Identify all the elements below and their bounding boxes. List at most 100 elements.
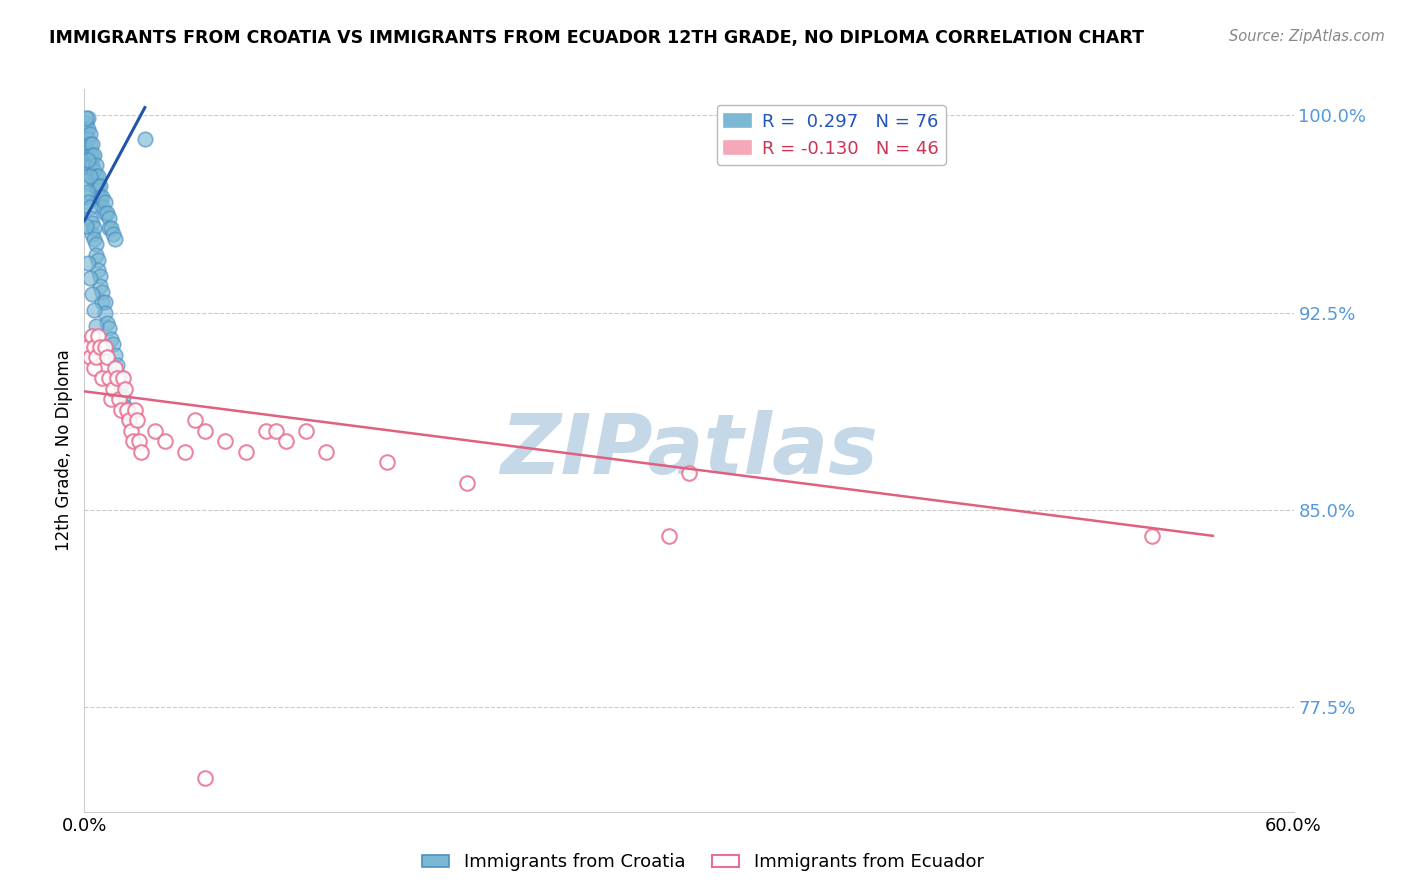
Text: Source: ZipAtlas.com: Source: ZipAtlas.com	[1229, 29, 1385, 44]
Point	[93, 195, 115, 210]
Point	[82, 158, 104, 172]
Point	[678, 466, 700, 480]
Point	[75, 219, 97, 233]
Legend: R =  0.297   N = 76, R = -0.130   N = 46: R = 0.297 N = 76, R = -0.130 N = 46	[717, 105, 946, 165]
Point	[115, 402, 138, 417]
Point	[89, 340, 111, 354]
Point	[101, 382, 124, 396]
Point	[658, 529, 681, 543]
Point	[79, 211, 101, 225]
Point	[83, 232, 105, 246]
Point	[75, 111, 97, 125]
Point	[75, 174, 97, 188]
Point	[82, 169, 104, 183]
Point	[83, 302, 105, 317]
Point	[105, 371, 128, 385]
Point	[96, 316, 118, 330]
Point	[115, 405, 138, 419]
Point	[77, 153, 100, 168]
Point	[101, 337, 124, 351]
Point	[75, 127, 97, 141]
Point	[153, 434, 176, 449]
Point	[82, 137, 104, 152]
Point	[75, 116, 97, 130]
Point	[97, 221, 120, 235]
Y-axis label: 12th Grade, No Diploma: 12th Grade, No Diploma	[55, 350, 73, 551]
Point	[89, 268, 111, 283]
Point	[83, 163, 105, 178]
Point	[104, 360, 127, 375]
Point	[89, 190, 111, 204]
Point	[104, 347, 127, 361]
Point	[79, 137, 101, 152]
Point	[83, 340, 105, 354]
Point	[456, 476, 478, 491]
Point	[93, 295, 115, 310]
Point	[87, 179, 110, 194]
Point	[264, 424, 287, 438]
Point	[194, 771, 217, 785]
Point	[107, 368, 129, 383]
Point	[77, 143, 100, 157]
Point	[86, 350, 108, 364]
Point	[75, 190, 97, 204]
Point	[77, 195, 100, 210]
Point	[111, 390, 134, 404]
Point	[77, 255, 100, 269]
Point	[105, 358, 128, 372]
Point	[111, 371, 134, 385]
Text: IMMIGRANTS FROM CROATIA VS IMMIGRANTS FROM ECUADOR 12TH GRADE, NO DIPLOMA CORREL: IMMIGRANTS FROM CROATIA VS IMMIGRANTS FR…	[49, 29, 1144, 46]
Point	[79, 271, 101, 285]
Point	[86, 318, 108, 333]
Point	[82, 148, 104, 162]
Point	[79, 127, 101, 141]
Point	[77, 111, 100, 125]
Point	[120, 424, 142, 438]
Point	[83, 360, 105, 375]
Point	[86, 248, 108, 262]
Point	[143, 424, 166, 438]
Point	[128, 434, 150, 449]
Point	[97, 321, 120, 335]
Point	[77, 121, 100, 136]
Point	[274, 434, 297, 449]
Point	[118, 413, 141, 427]
Point	[91, 190, 114, 204]
Point	[87, 329, 110, 343]
Point	[93, 205, 115, 219]
Point	[107, 392, 129, 407]
Point	[100, 221, 122, 235]
Point	[82, 227, 104, 241]
Point	[79, 350, 101, 364]
Point	[86, 237, 108, 252]
Point	[125, 413, 148, 427]
Point	[96, 205, 118, 219]
Point	[104, 232, 127, 246]
Point	[235, 444, 257, 458]
Legend: Immigrants from Croatia, Immigrants from Ecuador: Immigrants from Croatia, Immigrants from…	[415, 847, 991, 879]
Point	[121, 434, 143, 449]
Point	[77, 340, 100, 354]
Point	[87, 252, 110, 267]
Point	[194, 424, 217, 438]
Point	[87, 190, 110, 204]
Point	[91, 295, 114, 310]
Point	[86, 169, 108, 183]
Point	[91, 285, 114, 299]
Point	[82, 216, 104, 230]
Point	[89, 279, 111, 293]
Point	[174, 444, 197, 458]
Text: ZIPatlas: ZIPatlas	[501, 410, 877, 491]
Point	[77, 132, 100, 146]
Point	[93, 340, 115, 354]
Point	[86, 179, 108, 194]
Point	[82, 329, 104, 343]
Point	[97, 371, 120, 385]
Point	[87, 169, 110, 183]
Point	[184, 413, 207, 427]
Point	[101, 227, 124, 241]
Point	[134, 132, 156, 146]
Point	[86, 158, 108, 172]
Point	[77, 185, 100, 199]
Point	[89, 179, 111, 194]
